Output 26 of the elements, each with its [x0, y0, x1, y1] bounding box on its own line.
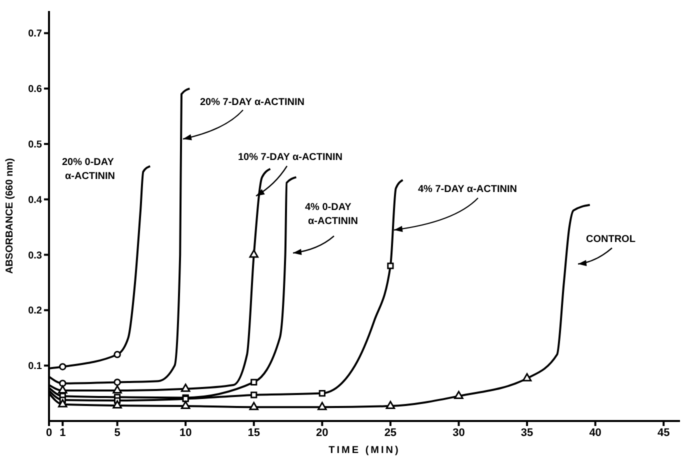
y-axis-title: ABSORBANCE (660 nm): [4, 158, 16, 274]
text: 20% 0-DAY α-ACTININ: [62, 157, 116, 182]
x-axis-title: TIME (MIN): [328, 445, 400, 456]
y-tick-label: 0.4: [28, 194, 42, 206]
x-tick-label: 0: [46, 426, 52, 439]
series-label: 4% 7-DAY α-ACTININ: [418, 184, 517, 195]
x-tick-label: 30: [452, 426, 465, 439]
y-tick-label: 0.6: [28, 84, 42, 96]
y-tick-label: 0.7: [28, 28, 42, 40]
x-tick-label: 40: [589, 426, 602, 439]
y-tick-label: 0.3: [28, 250, 42, 262]
text: 10% 7-DAY α-ACTININ: [238, 152, 343, 163]
x-tick-label: 5: [114, 426, 120, 439]
y-tick-label: 0.5: [28, 140, 42, 151]
x-tick-label: 15: [248, 426, 260, 439]
y-tick-label: 0.1: [28, 361, 42, 372]
x-tick-label: 20: [316, 426, 328, 439]
x-tick-label: 35: [520, 426, 534, 439]
x-tick-label: 10: [179, 426, 192, 439]
x-tick-label: 45: [657, 426, 670, 439]
x-tick-label: 1: [60, 426, 66, 439]
y-tick-label: 0.2: [28, 306, 42, 317]
series-label: CONTROL: [586, 234, 636, 245]
x-tick-label: 25: [384, 426, 397, 439]
series-label: 20% 7-DAY α-ACTININ: [200, 97, 305, 108]
series-label: 4% 0-DAY α-ACTININ: [305, 202, 358, 227]
